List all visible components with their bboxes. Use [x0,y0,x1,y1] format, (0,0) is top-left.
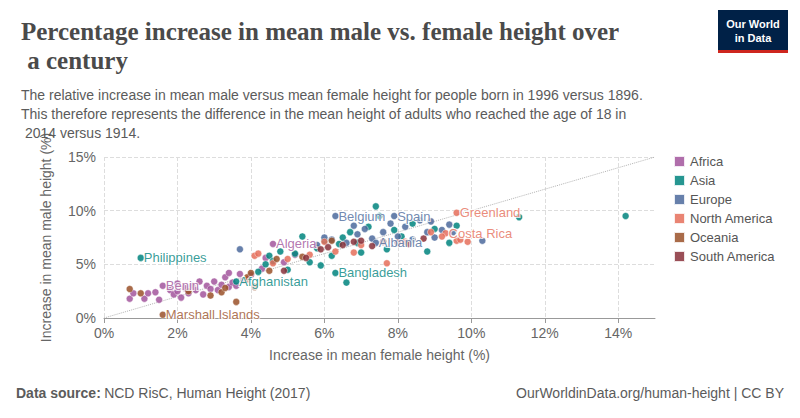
svg-text:a century: a century [21,47,128,74]
svg-text:10%: 10% [457,325,485,341]
svg-text:12%: 12% [531,325,559,341]
svg-text:10%: 10% [68,203,96,219]
svg-text:in Data: in Data [735,32,773,44]
svg-text:The relative increase in mean: The relative increase in mean male versu… [21,87,647,103]
svg-text:OurWorldinData.org/human-heigh: OurWorldinData.org/human-height | CC BY [516,385,785,401]
svg-text:8%: 8% [388,325,408,341]
svg-text:0%: 0% [76,310,96,326]
svg-text:Oceania: Oceania [690,230,739,245]
svg-text:South America: South America [690,249,775,264]
svg-text:Costa Rica: Costa Rica [449,226,513,241]
svg-text:4%: 4% [241,325,261,341]
svg-text:North America: North America [690,211,773,226]
svg-text:Europe: Europe [690,192,732,207]
svg-text:15%: 15% [68,149,96,165]
svg-text:Increase in mean female height: Increase in mean female height (%) [269,347,490,363]
svg-text:Marshall Islands: Marshall Islands [166,307,260,322]
svg-text:Our World: Our World [726,18,780,30]
svg-text:Philippines: Philippines [144,250,207,265]
svg-text:Increase in mean male height (: Increase in mean male height (%) [38,133,54,342]
svg-text:2014 versus 1914.: 2014 versus 1914. [21,125,140,141]
svg-text:Greenland: Greenland [460,205,521,220]
svg-text:NCD RisC, Human Height (2017): NCD RisC, Human Height (2017) [104,385,310,401]
svg-text:Benin: Benin [166,278,199,293]
svg-text:Data source:: Data source: [16,385,101,401]
svg-text:Afghanistan: Afghanistan [239,274,308,289]
svg-text:Spain: Spain [397,209,430,224]
svg-text:2%: 2% [167,325,187,341]
svg-text:Algeria: Algeria [276,236,317,251]
svg-text:Africa: Africa [690,154,724,169]
svg-text:Belgium: Belgium [338,209,385,224]
svg-text:Albania: Albania [379,235,423,250]
svg-text:14%: 14% [604,325,632,341]
svg-text:5%: 5% [76,256,96,272]
svg-text:Percentage increase in mean ma: Percentage increase in mean male vs. fem… [21,18,619,45]
svg-text:Bangladesh: Bangladesh [338,265,407,280]
svg-text:6%: 6% [314,325,334,341]
svg-text:0%: 0% [94,325,114,341]
svg-text:Asia: Asia [690,173,716,188]
svg-text:This therefore represents the: This therefore represents the difference… [21,106,626,122]
